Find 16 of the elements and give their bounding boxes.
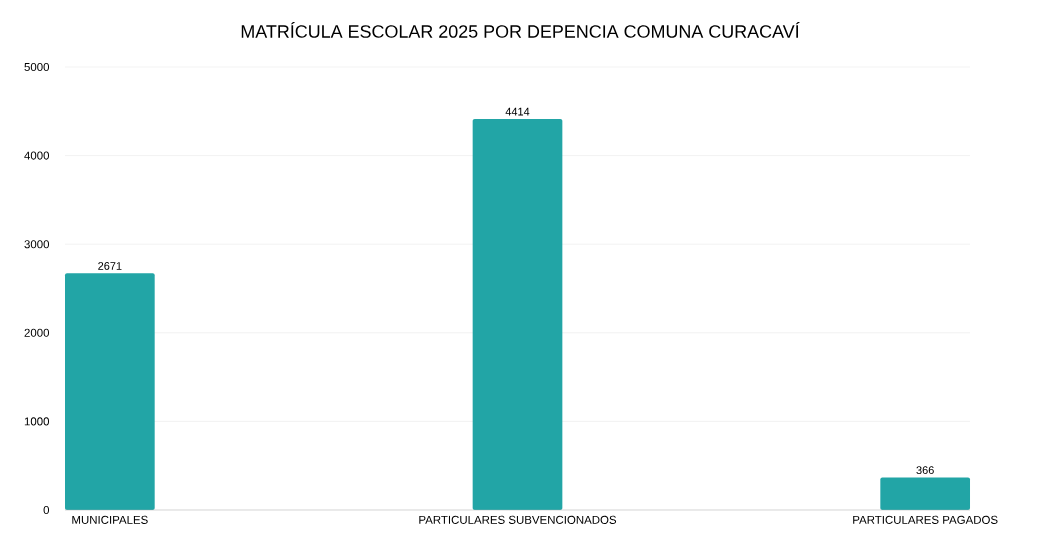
y-tick-label: 0 [43,505,50,515]
y-tick-label: 4000 [24,151,50,160]
y-tick-label: 5000 [24,62,50,72]
data-label: 4414 [505,107,530,116]
chart-title: MATRÍCULA ESCOLAR 2025 POR DEPENCIA COMUNA CURACAVÍ [241,22,800,38]
x-tick-label: PARTICULARES SUBVENCIONADOS [419,515,617,524]
data-label: 2671 [98,262,122,270]
bar [472,118,563,510]
y-tick-label: 1000 [24,417,50,426]
x-tick-label: PARTICULARES PAGADOS [853,515,998,524]
y-tick-label: 3000 [24,240,50,249]
bar [65,273,155,510]
bar [880,477,971,510]
y-tick-label: 2000 [24,328,50,337]
data-label: 366 [916,466,934,475]
x-tick-label: MUNICIPALES [72,515,148,524]
